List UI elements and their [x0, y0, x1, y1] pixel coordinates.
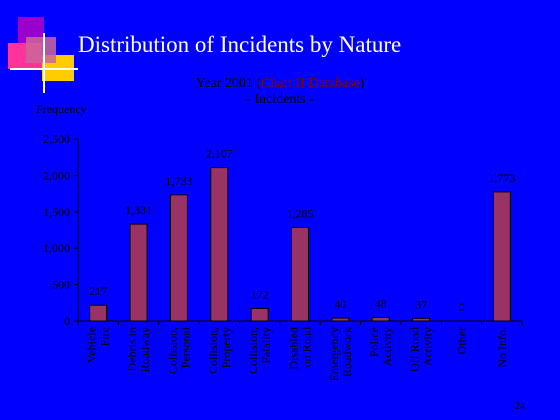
y-tick-label: 0: [64, 314, 70, 328]
slide-title: Distribution of Incidents by Nature: [78, 32, 402, 57]
x-tick-label-line: Personal: [178, 326, 192, 368]
x-tick-label-line: No Info.: [495, 327, 509, 368]
x-tick-label: Disabled on Road: [287, 327, 314, 370]
bar: [89, 304, 108, 322]
x-tick-label: No Info.: [495, 327, 509, 368]
bar: [129, 223, 148, 322]
y-axis-label: Frequency: [36, 102, 87, 116]
subtitle-close: ): [359, 76, 365, 91]
y-tick-label: 1,000: [43, 241, 70, 255]
page-number: 24: [515, 401, 525, 412]
x-tick-label-line: Collision,: [206, 327, 220, 374]
x-tick-label-line: Police: [367, 327, 381, 357]
bar: [412, 317, 431, 322]
data-label: 1,733: [165, 174, 192, 188]
x-tick-label-line: Collision,: [246, 327, 260, 374]
x-tick-label-line: Roadway: [138, 327, 152, 372]
bar: [291, 226, 309, 322]
chart-subtitle: Year 2001 (Chart II Database): [0, 76, 560, 92]
data-label: 217: [89, 284, 107, 298]
x-tick-label-line: Activity: [380, 327, 394, 366]
x-tick-label: Emergency Roadwork: [327, 327, 354, 381]
x-tick-label-line: Other: [454, 327, 468, 354]
x-tick-label-line: Collision,: [165, 327, 179, 374]
decorative-logo-squares: [8, 17, 78, 93]
bar: [492, 191, 511, 322]
data-label: 1,773: [488, 171, 515, 185]
logo-square-blend: [26, 37, 56, 63]
x-tick-label-line: Property: [219, 327, 233, 368]
chart-subtitle-line2: - Incidents -: [246, 92, 314, 107]
subtitle-year: Year 2001 (: [195, 76, 262, 91]
x-tick-label: Debris in Roadway: [125, 327, 152, 372]
x-tick-label: Collision, Personal: [165, 326, 192, 374]
x-tick-label-line: on Road: [300, 327, 314, 367]
x-tick-label: Police Activity: [367, 327, 394, 366]
data-label: 37: [415, 297, 427, 311]
bar: [169, 194, 188, 322]
data-label: 172: [251, 287, 269, 301]
data-label: 0: [458, 300, 464, 314]
y-tick-label: 2,500: [43, 132, 70, 146]
bar: [371, 317, 390, 322]
x-tick-label: Collision, Fatality: [246, 327, 273, 374]
data-label: 1,285: [287, 206, 314, 220]
y-tick-label: 500: [52, 278, 70, 292]
data-label: 40: [334, 297, 346, 311]
x-tick-label-line: Emergency: [327, 327, 341, 381]
x-tick-label-line: Off Road: [408, 327, 422, 372]
x-tick-label: Other: [454, 327, 468, 354]
y-tick-label: 1,500: [43, 205, 70, 219]
bar: [250, 307, 269, 322]
x-tick-label-line: Vehicle: [85, 327, 99, 363]
x-tick-label: Collision, Property: [206, 327, 233, 374]
subtitle-source: Chart II Database: [261, 76, 360, 91]
x-tick-label: Off Road Activity: [408, 327, 435, 372]
x-tick-label-line: Fire: [98, 327, 112, 346]
x-tick-label-line: Disabled: [287, 327, 301, 370]
x-tick-label-line: Fatality: [259, 327, 273, 364]
x-tick-label-line: Activity: [421, 327, 435, 366]
data-label: 2,107: [206, 147, 233, 161]
bar: [210, 167, 229, 322]
data-label: 1,331: [125, 203, 152, 217]
x-tick-label: Vehicle Fire: [85, 327, 112, 363]
x-tick-label-line: Debris in: [125, 327, 139, 371]
bar: [331, 317, 350, 322]
data-label: 48: [375, 297, 387, 311]
x-tick-label-line: Roadwork: [340, 327, 354, 377]
y-tick-label: 2,000: [43, 168, 70, 182]
